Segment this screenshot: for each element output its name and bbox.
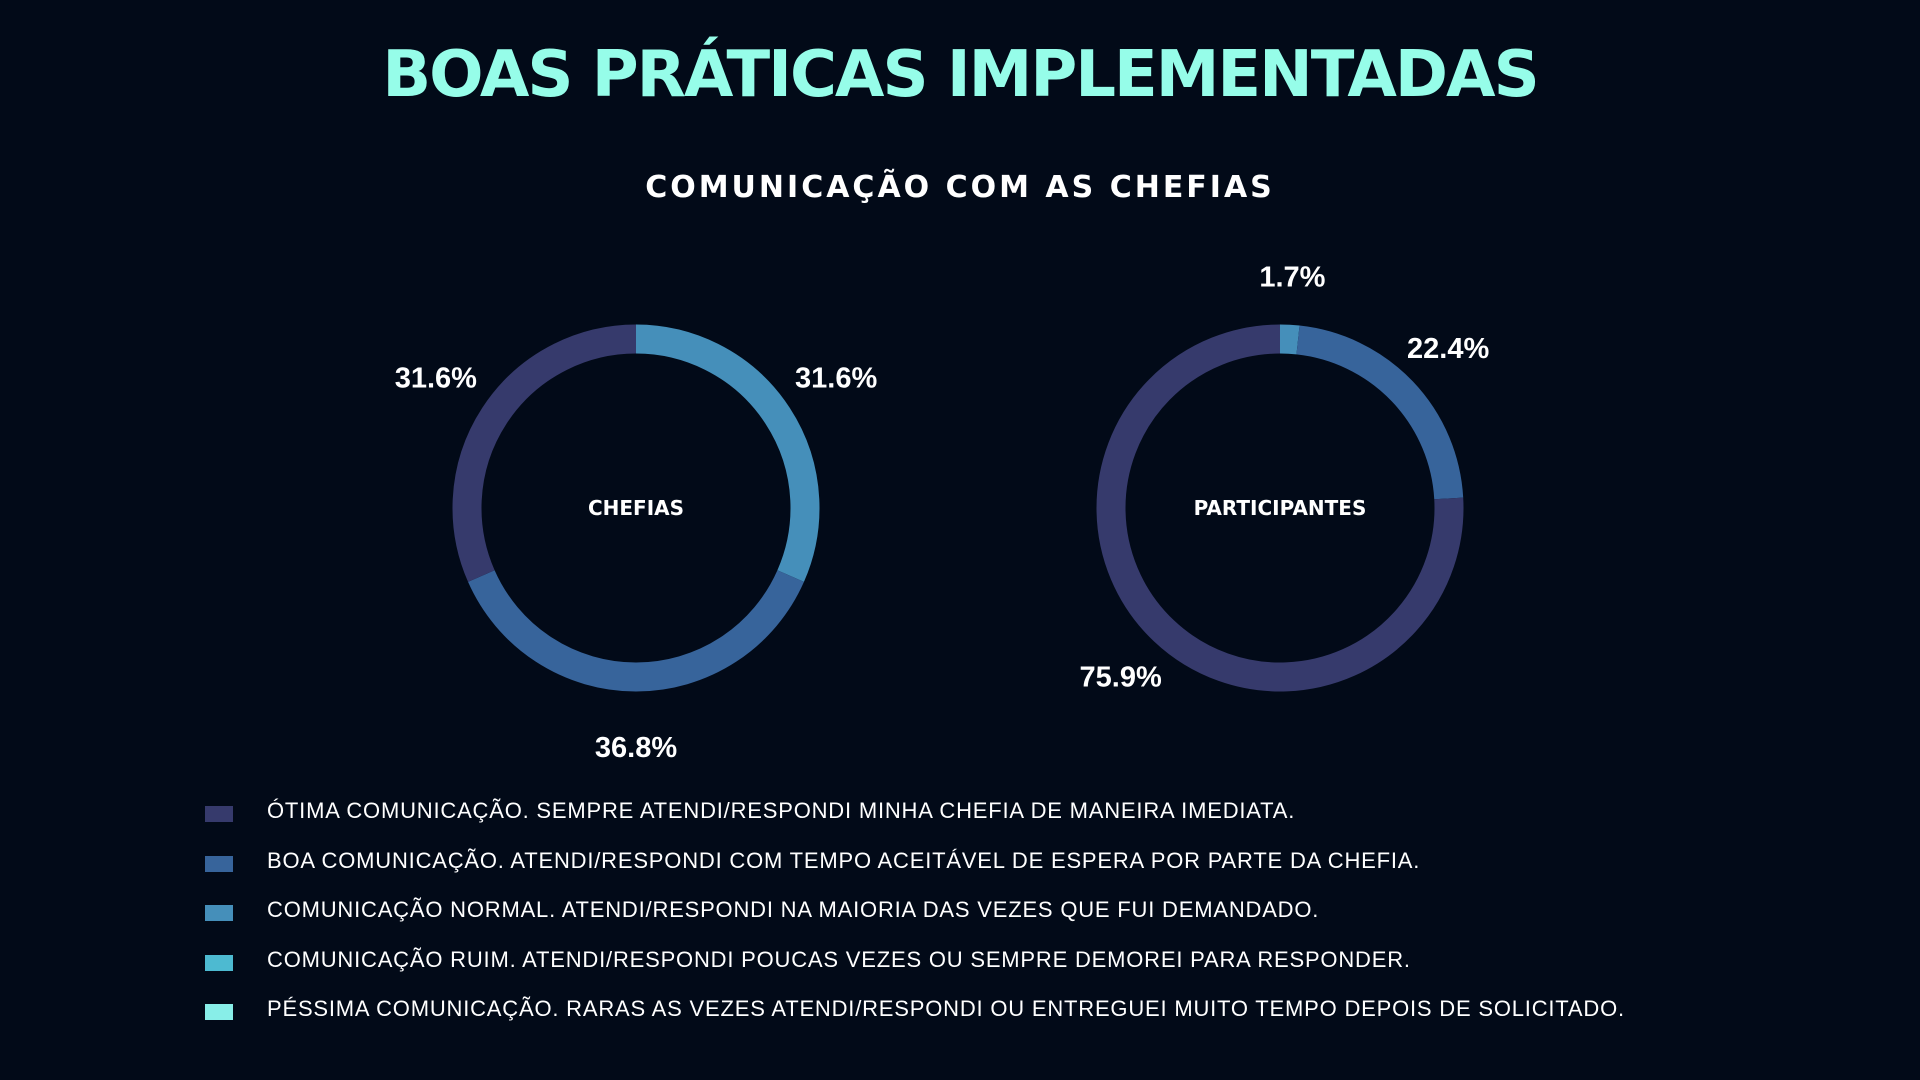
data-label-otima: 31.6% (395, 362, 477, 394)
donut-slice-otima (1096, 324, 1464, 692)
data-label-boa: 36.8% (595, 732, 677, 764)
donut-slice-normal (1279, 324, 1300, 355)
legend-swatch-ruim (205, 954, 233, 971)
page-subtitle: COMUNICAÇÃO COM AS CHEFIAS (645, 170, 1275, 205)
data-label-normal: 31.6% (795, 362, 877, 394)
donut-slice-boa (468, 570, 804, 692)
data-label-boa: 22.4% (1407, 333, 1489, 365)
donut-slice-normal (635, 324, 820, 582)
legend-label-boa: BOA COMUNICAÇÃO. ATENDI/RESPONDI COM TEM… (267, 847, 1421, 873)
legend-item-ruim: COMUNICAÇÃO RUIM. ATENDI/RESPONDI POUCAS… (205, 947, 1755, 997)
donut-slice-otima (452, 324, 637, 582)
legend-label-normal: COMUNICAÇÃO NORMAL. ATENDI/RESPONDI NA M… (267, 897, 1320, 922)
donut-center-label: CHEFIAS (588, 496, 684, 520)
legend-item-otima: ÓTIMA COMUNICAÇÃO. SEMPRE ATENDI/RESPOND… (205, 798, 1755, 848)
donut-chart-participantes: 1.7% 22.4% 75.9% PARTICIPANTES (1080, 261, 1490, 693)
donut-chart-chefias: 31.6% 36.8% 31.6% CHEFIAS (395, 324, 877, 764)
legend-item-pessima: PÉSSIMA COMUNICAÇÃO. RARAS AS VEZES ATEN… (205, 996, 1755, 1046)
page-title: BOAS PRÁTICAS IMPLEMENTADAS (382, 38, 1539, 112)
donut-center-label: PARTICIPANTES (1194, 496, 1367, 520)
legend-label-ruim: COMUNICAÇÃO RUIM. ATENDI/RESPONDI POUCAS… (267, 946, 1411, 972)
legend-item-boa: BOA COMUNICAÇÃO. ATENDI/RESPONDI COM TEM… (205, 848, 1755, 898)
legend-swatch-pessima (205, 1004, 233, 1020)
chart-legend: ÓTIMA COMUNICAÇÃO. SEMPRE ATENDI/RESPOND… (205, 798, 1755, 1046)
legend-label-otima: ÓTIMA COMUNICAÇÃO. SEMPRE ATENDI/RESPOND… (267, 798, 1296, 823)
data-label-otima: 75.9% (1080, 662, 1162, 694)
donut-slice-boa (1296, 325, 1464, 500)
legend-swatch-boa (205, 855, 233, 872)
legend-item-normal: COMUNICAÇÃO NORMAL. ATENDI/RESPONDI NA M… (205, 897, 1755, 947)
legend-swatch-otima (205, 806, 233, 822)
data-label-normal: 1.7% (1259, 261, 1325, 293)
legend-swatch-normal (205, 905, 233, 921)
legend-label-pessima: PÉSSIMA COMUNICAÇÃO. RARAS AS VEZES ATEN… (267, 996, 1625, 1021)
